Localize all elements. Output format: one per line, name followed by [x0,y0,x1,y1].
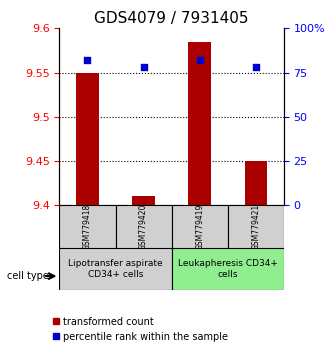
Text: Lipotransfer aspirate
CD34+ cells: Lipotransfer aspirate CD34+ cells [68,259,163,279]
Text: GSM779421: GSM779421 [251,204,260,250]
Text: GSM779420: GSM779420 [139,203,148,250]
Point [85,57,90,63]
Text: cell type: cell type [7,271,49,281]
FancyBboxPatch shape [59,248,172,290]
Text: GSM779419: GSM779419 [195,203,204,250]
FancyBboxPatch shape [172,248,284,290]
Title: GDS4079 / 7931405: GDS4079 / 7931405 [94,11,249,26]
Point [197,57,202,63]
Point [141,64,146,70]
FancyBboxPatch shape [172,205,228,248]
Bar [76,73,99,205]
Text: Leukapheresis CD34+
cells: Leukapheresis CD34+ cells [178,259,278,279]
FancyBboxPatch shape [228,205,284,248]
Bar [245,161,267,205]
FancyBboxPatch shape [115,205,172,248]
Point [253,64,258,70]
Bar [132,196,155,205]
FancyBboxPatch shape [59,205,116,248]
Legend: transformed count, percentile rank within the sample: transformed count, percentile rank withi… [48,313,232,346]
Bar [188,41,211,205]
Text: GSM779418: GSM779418 [83,204,92,250]
